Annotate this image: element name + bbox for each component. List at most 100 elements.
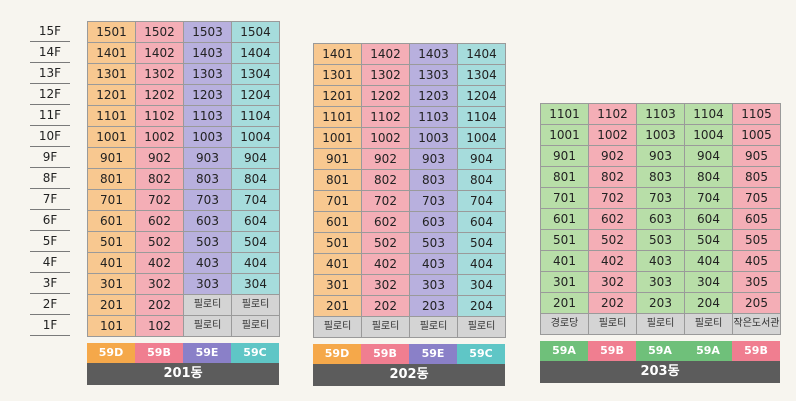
unit-cell: 203 <box>410 296 458 317</box>
building-203: 1101 1102 1103 1104 1105 1001 1002 1003 1004 1005… <box>540 103 781 383</box>
unit-cell: 304 <box>232 274 280 295</box>
unit-cell: 필로티 <box>184 295 232 316</box>
unit-cell: 1105 <box>733 104 781 125</box>
unit-cell: 303 <box>184 274 232 295</box>
unit-cell: 403 <box>184 253 232 274</box>
floor-label: 4F <box>30 252 70 273</box>
floor-label: 8F <box>30 168 70 189</box>
unit-cell: 405 <box>733 251 781 272</box>
unit-cell: 1303 <box>410 65 458 86</box>
unit-cell: 501 <box>541 230 589 251</box>
unit-type-badge: 59D <box>313 344 361 364</box>
floor-row: 101 102 필로티 필로티 <box>88 316 280 337</box>
unit-cell: 필로티 <box>184 316 232 337</box>
unit-cell: 202 <box>589 293 637 314</box>
unit-cell: 602 <box>589 209 637 230</box>
unit-cell: 필로티 <box>458 317 506 338</box>
unit-cell: 702 <box>136 190 184 211</box>
unit-cell: 1002 <box>589 125 637 146</box>
unit-cell: 204 <box>458 296 506 317</box>
floor-label: 13F <box>30 63 70 84</box>
floor-row: 1101 1102 1103 1104 1105 <box>541 104 781 125</box>
floor-row: 201 202 필로티 필로티 <box>88 295 280 316</box>
unit-type-badge: 59D <box>87 343 135 363</box>
unit-cell: 404 <box>458 254 506 275</box>
unit-cell: 1005 <box>733 125 781 146</box>
unit-cell: 205 <box>733 293 781 314</box>
unit-cell: 601 <box>541 209 589 230</box>
unit-cell: 803 <box>637 167 685 188</box>
floor-row: 1201 1202 1203 1204 <box>314 86 506 107</box>
unit-cell: 필로티 <box>314 317 362 338</box>
unit-cell: 1102 <box>589 104 637 125</box>
unit-type-badge: 59B <box>135 343 183 363</box>
unit-cell: 802 <box>136 169 184 190</box>
unit-cell: 1202 <box>136 85 184 106</box>
floor-label: 6F <box>30 210 70 231</box>
unit-cell: 304 <box>685 272 733 293</box>
floor-row: 901 902 903 904 <box>88 148 280 169</box>
unit-cell: 201 <box>314 296 362 317</box>
unit-cell: 1201 <box>314 86 362 107</box>
unit-cell: 1304 <box>232 64 280 85</box>
unit-cell: 1103 <box>184 106 232 127</box>
unit-cell: 1003 <box>637 125 685 146</box>
unit-cell: 1203 <box>184 85 232 106</box>
unit-cell: 1004 <box>685 125 733 146</box>
unit-cell: 503 <box>637 230 685 251</box>
building-202: 1401 1402 1403 1404 1301 1302 1303 1304 1201 1202… <box>313 43 506 386</box>
unit-cell: 301 <box>88 274 136 295</box>
unit-cell: 703 <box>184 190 232 211</box>
unit-cell: 1103 <box>410 107 458 128</box>
unit-cell: 1203 <box>410 86 458 107</box>
unit-cell: 1201 <box>88 85 136 106</box>
unit-cell: 1402 <box>362 44 410 65</box>
unit-cell: 803 <box>184 169 232 190</box>
unit-cell: 1101 <box>314 107 362 128</box>
floor-row: 1001 1002 1003 1004 <box>88 127 280 148</box>
unit-cell: 1004 <box>458 128 506 149</box>
unit-cell: 401 <box>541 251 589 272</box>
floor-row: 701 702 703 704 <box>88 190 280 211</box>
unit-cell: 404 <box>232 253 280 274</box>
building-name: 201동 <box>87 363 279 385</box>
floor-row: 1001 1002 1003 1004 1005 <box>541 125 781 146</box>
unit-cell: 804 <box>685 167 733 188</box>
unit-cell: 1001 <box>541 125 589 146</box>
unit-cell: 601 <box>314 212 362 233</box>
unit-type-row: 59D 59B 59E 59C <box>313 344 505 364</box>
floor-row: 1101 1102 1103 1104 <box>88 106 280 127</box>
floor-labels: 15F 14F 13F 12F 11F 10F 9F 8F 7F 6F 5F 4F 3F 2F 1F <box>30 21 70 336</box>
unit-grid: 1401 1402 1403 1404 1301 1302 1303 1304 1201 1202… <box>313 43 506 338</box>
unit-cell: 703 <box>410 191 458 212</box>
unit-cell: 1001 <box>88 127 136 148</box>
unit-cell: 302 <box>136 274 184 295</box>
floor-row: 501 502 503 504 <box>314 233 506 254</box>
unit-cell: 1501 <box>88 22 136 43</box>
unit-cell: 303 <box>410 275 458 296</box>
floor-row: 201 202 203 204 205 <box>541 293 781 314</box>
floor-row: 1501 1502 1503 1504 <box>88 22 280 43</box>
unit-cell: 702 <box>362 191 410 212</box>
floor-row: 301 302 303 304 305 <box>541 272 781 293</box>
floor-row: 필로티 필로티 필로티 필로티 <box>314 317 506 338</box>
unit-type-badge: 59C <box>231 343 279 363</box>
unit-cell: 703 <box>637 188 685 209</box>
floor-label: 3F <box>30 273 70 294</box>
unit-cell: 1002 <box>362 128 410 149</box>
unit-cell: 401 <box>314 254 362 275</box>
unit-cell: 1403 <box>184 43 232 64</box>
unit-cell: 303 <box>637 272 685 293</box>
unit-cell: 101 <box>88 316 136 337</box>
floor-label: 14F <box>30 42 70 63</box>
unit-cell: 1003 <box>410 128 458 149</box>
floor-row: 501 502 503 504 505 <box>541 230 781 251</box>
unit-type-badge: 59B <box>361 344 409 364</box>
unit-cell: 802 <box>362 170 410 191</box>
floor-row: 401 402 403 404 <box>314 254 506 275</box>
unit-cell: 1402 <box>136 43 184 64</box>
floor-row: 301 302 303 304 <box>314 275 506 296</box>
unit-cell: 603 <box>184 211 232 232</box>
unit-cell: 1302 <box>362 65 410 86</box>
floor-row: 901 902 903 904 905 <box>541 146 781 167</box>
